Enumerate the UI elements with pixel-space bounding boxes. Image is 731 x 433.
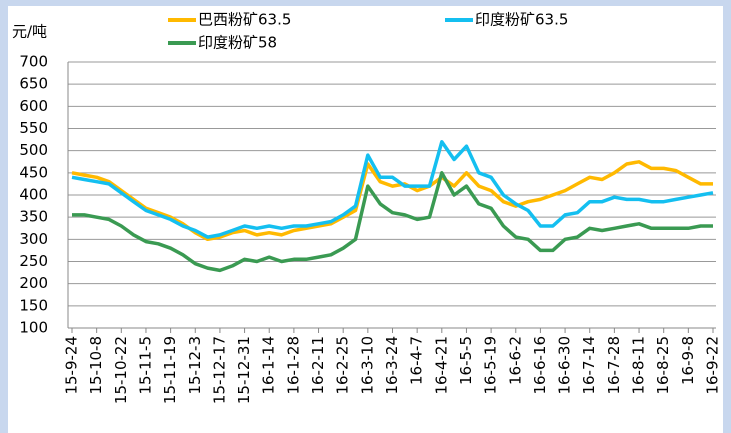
y-tick-label: 650 (19, 75, 48, 93)
x-tick-label: 16-5-19 (482, 336, 500, 395)
y-tick-label: 350 (19, 208, 48, 226)
y-tick-label: 300 (19, 230, 48, 248)
x-tick-label: 16-4-21 (432, 336, 450, 395)
x-tick-label: 15-9-24 (63, 336, 81, 395)
y-tick-label: 500 (19, 141, 48, 159)
series-line (71, 160, 713, 242)
x-tick-label: 16-8-11 (630, 336, 648, 395)
y-tick-label: 200 (19, 274, 48, 292)
x-tick-label: 16-3-10 (358, 336, 376, 395)
x-tick-label: 16-3-24 (383, 336, 401, 395)
x-tick-label: 16-2-11 (309, 336, 327, 395)
x-tick-label: 15-12-3 (186, 336, 204, 395)
x-tick-label: 16-9-22 (704, 336, 722, 395)
y-tick-label: 700 (19, 53, 48, 71)
x-tick-label: 15-11-5 (136, 336, 154, 395)
chart-area (8, 6, 723, 433)
x-tick-label: 16-2-25 (334, 336, 352, 395)
y-axis-label: 元/吨 (12, 23, 47, 41)
x-tick-label: 16-1-28 (284, 336, 302, 395)
series-line (72, 171, 713, 273)
legend-label: 巴西粉矿63.5 (198, 11, 291, 29)
x-tick-label: 15-12-31 (235, 336, 253, 404)
x-tick-label: 16-7-28 (605, 336, 623, 395)
y-tick-label: 100 (19, 319, 48, 337)
x-tick-label: 16-6-2 (506, 336, 524, 385)
y-tick-label: 450 (19, 163, 48, 181)
legend-label: 印度粉矿63.5 (475, 11, 568, 29)
x-tick-label: 16-7-14 (580, 336, 598, 395)
x-tick-label: 16-8-25 (654, 336, 672, 395)
x-tick-label: 16-4-7 (408, 336, 426, 385)
x-tick-label: 16-5-5 (457, 336, 475, 385)
series-line (71, 140, 714, 239)
y-tick-label: 550 (19, 119, 48, 137)
x-tick-label: 16-1-14 (260, 336, 278, 395)
x-tick-label: 15-11-19 (161, 336, 179, 404)
y-tick-label: 150 (19, 296, 48, 314)
y-tick-label: 250 (19, 252, 48, 270)
x-tick-label: 15-12-17 (210, 336, 228, 404)
x-tick-label: 15-10-22 (112, 336, 130, 404)
legend-label: 印度粉矿58 (198, 34, 277, 52)
x-tick-label: 16-6-16 (531, 336, 549, 395)
y-tick-label: 400 (19, 186, 48, 204)
y-tick-label: 600 (19, 97, 48, 115)
x-tick-label: 16-9-8 (679, 336, 697, 385)
x-tick-label: 16-6-30 (556, 336, 574, 395)
x-tick-label: 15-10-8 (87, 336, 105, 395)
